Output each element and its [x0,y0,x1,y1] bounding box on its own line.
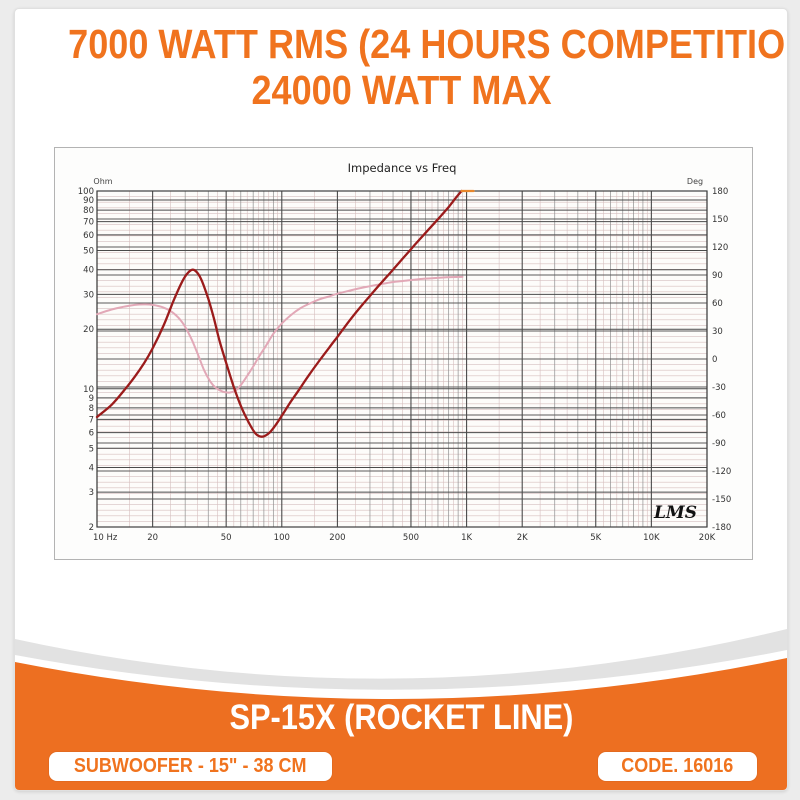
subwoofer-size-badge-text: SUBWOOFER - 15" - 38 CM [74,755,307,777]
svg-text:70: 70 [83,218,94,228]
svg-text:6: 6 [89,429,94,439]
svg-text:10: 10 [83,385,94,395]
svg-text:Ohm: Ohm [93,177,112,186]
product-code-badge-text: CODE. 16016 [621,755,734,777]
svg-text:50: 50 [83,247,94,257]
product-title: SP-15X (ROCKET LINE) [15,697,787,739]
svg-text:2K: 2K [517,533,528,543]
svg-text:500: 500 [403,533,419,543]
svg-text:5K: 5K [590,533,601,543]
svg-text:20: 20 [147,533,158,543]
svg-text:180: 180 [712,187,728,197]
svg-text:LMS: LMS [653,503,697,523]
header-title-line2: 24000 WATT MAX [15,67,787,113]
svg-text:80: 80 [83,206,94,216]
header-title-line2-text: 24000 WATT MAX [250,67,552,113]
svg-text:90: 90 [712,271,723,281]
svg-text:10 Hz: 10 Hz [93,533,118,543]
content-card: 7000 WATT RMS (24 HOURS COMPETITIONS) 24… [14,8,788,791]
svg-text:30: 30 [83,290,94,300]
svg-text:0: 0 [712,355,717,365]
svg-text:Impedance vs Freq: Impedance vs Freq [348,161,457,175]
svg-text:60: 60 [712,299,723,309]
svg-text:100: 100 [274,533,290,543]
svg-text:2: 2 [89,523,94,533]
svg-text:90: 90 [83,196,94,206]
svg-text:-30: -30 [712,383,726,393]
svg-text:10K: 10K [643,533,660,543]
svg-text:50: 50 [221,533,232,543]
svg-text:7: 7 [89,415,94,425]
svg-text:120: 120 [712,243,728,253]
svg-text:3: 3 [89,488,94,498]
svg-text:9: 9 [89,394,94,404]
header-title-line1: 7000 WATT RMS (24 HOURS COMPETITIONS) [15,21,787,67]
svg-text:8: 8 [89,404,94,414]
impedance-chart-frame: Impedance vs Freq Ohm Deg 100 90 80 70 60 50 40 30… [54,147,753,560]
svg-text:20K: 20K [699,533,716,543]
product-code-badge: CODE. 16016 [598,752,757,781]
svg-text:Deg: Deg [687,177,703,186]
svg-text:30: 30 [712,327,723,337]
svg-text:-150: -150 [712,495,731,505]
svg-text:-120: -120 [712,467,731,477]
header-title-line1-text: 7000 WATT RMS (24 HOURS COMPETITIONS) [68,21,788,67]
svg-text:150: 150 [712,215,728,225]
svg-text:200: 200 [329,533,345,543]
svg-text:40: 40 [83,266,94,276]
svg-text:60: 60 [83,231,94,241]
svg-text:-60: -60 [712,411,726,421]
svg-text:4: 4 [89,463,94,473]
subwoofer-size-badge: SUBWOOFER - 15" - 38 CM [49,752,332,781]
svg-text:-180: -180 [712,523,731,533]
svg-text:-90: -90 [712,439,726,449]
svg-text:20: 20 [83,325,94,335]
svg-text:5: 5 [89,444,94,454]
svg-text:1K: 1K [461,533,472,543]
product-title-text: SP-15X (ROCKET LINE) [229,698,573,737]
svg-text:100: 100 [78,187,94,197]
